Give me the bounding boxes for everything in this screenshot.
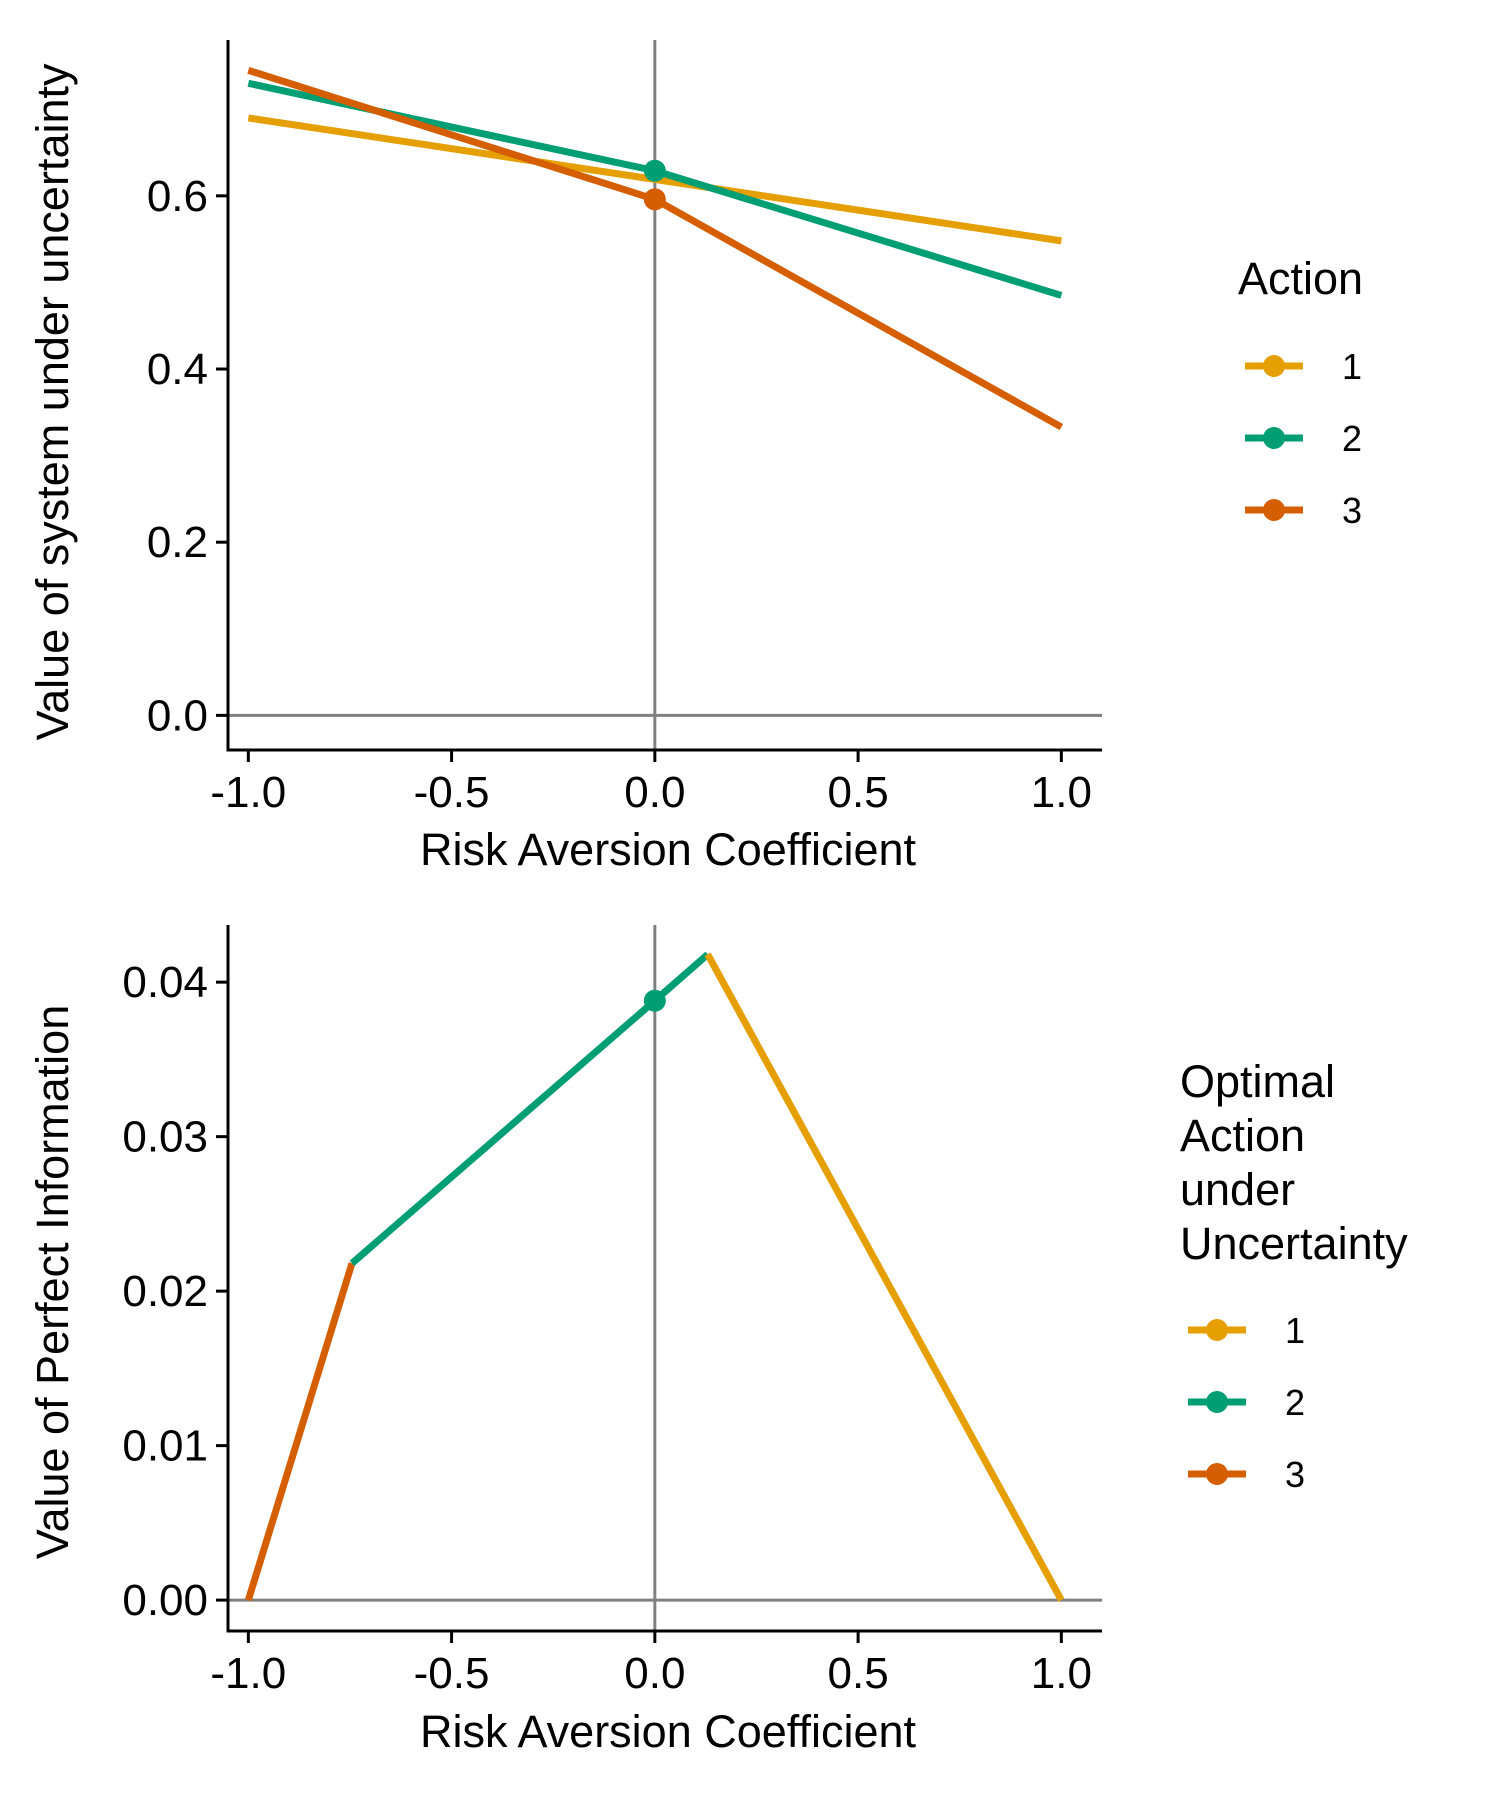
top-series-3-point <box>643 188 666 211</box>
bottom-legend-title-line-3: under <box>1180 1164 1295 1215</box>
bottom-x-ticks: -1.0 -0.5 0.0 0.5 1.0 <box>210 1631 1092 1698</box>
bottom-y-tick-label: 0.04 <box>122 958 208 1007</box>
bottom-legend-swatch-dot <box>1206 1319 1228 1341</box>
bottom-series-2-point <box>643 989 666 1012</box>
bottom-y-tick-label: 0.00 <box>122 1576 208 1625</box>
top-x-tick-label: 0.0 <box>624 768 685 817</box>
top-legend-key-2: 2 <box>1245 418 1362 459</box>
top-y-tick-label: 0.6 <box>147 172 208 221</box>
top-x-tick-label: 1.0 <box>1031 768 1092 817</box>
top-x-tick-label: 0.5 <box>828 768 889 817</box>
bottom-y-tick-label: 0.03 <box>122 1113 208 1162</box>
bottom-legend-keys: 1 2 3 <box>1188 1310 1305 1495</box>
top-reference-lines <box>228 40 1102 750</box>
top-x-tick-label: -1.0 <box>210 768 286 817</box>
top-x-axis-label: Risk Aversion Coefficient <box>420 824 917 875</box>
top-legend-keys: 1 2 3 <box>1245 346 1362 531</box>
bottom-y-axis-label: Value of Perfect Information <box>27 1005 78 1559</box>
top-legend: Action 1 2 3 <box>1238 253 1363 531</box>
bottom-legend-key-1: 1 <box>1188 1310 1305 1351</box>
top-y-tick-label: 0.4 <box>147 345 208 394</box>
bottom-legend-title-line-1: Optimal <box>1180 1056 1335 1107</box>
top-y-axis-label: Value of system under uncertainty <box>27 63 78 741</box>
bottom-axes <box>226 925 1102 1633</box>
bottom-x-tick-label: -1.0 <box>210 1649 286 1698</box>
top-legend-key-3: 3 <box>1245 490 1362 531</box>
bottom-legend-title-line-4: Uncertainty <box>1180 1218 1408 1269</box>
bottom-legend-swatch-dot <box>1206 1463 1228 1485</box>
bottom-legend-title-line-2: Action <box>1180 1110 1305 1161</box>
top-y-tick-label: 0.2 <box>147 518 208 567</box>
top-series <box>247 66 1064 431</box>
top-series-2-point <box>643 159 666 182</box>
bottom-x-tick-label: -0.5 <box>414 1649 490 1698</box>
bottom-legend-key-2: 2 <box>1188 1382 1305 1423</box>
bottom-x-tick-label: 0.0 <box>624 1649 685 1698</box>
top-axes <box>226 40 1102 752</box>
bottom-y-ticks: 0.00 0.01 0.02 0.03 0.04 <box>122 958 228 1625</box>
top-legend-label: 1 <box>1342 346 1362 387</box>
bottom-legend: Optimal Action under Uncertainty 1 2 3 <box>1180 1056 1408 1495</box>
top-legend-key-1: 1 <box>1245 346 1362 387</box>
top-panel: -1.0 -0.5 0.0 0.5 1.0 0.0 0.2 0.4 0.6 Risk Aver… <box>27 40 1363 875</box>
bottom-x-tick-label: 1.0 <box>1031 1649 1092 1698</box>
top-y-tick-label: 0.0 <box>147 691 208 740</box>
bottom-legend-label: 1 <box>1285 1310 1305 1351</box>
bottom-reference-lines <box>228 925 1102 1631</box>
bottom-panel: -1.0 -0.5 0.0 0.5 1.0 0.00 0.01 0.02 0.03 0.04 R… <box>27 925 1408 1757</box>
top-legend-swatch-dot <box>1263 427 1285 449</box>
top-legend-swatch-dot <box>1263 499 1285 521</box>
top-legend-swatch-dot <box>1263 355 1285 377</box>
bottom-legend-swatch-dot <box>1206 1391 1228 1413</box>
top-x-ticks: -1.0 -0.5 0.0 0.5 1.0 <box>210 750 1092 817</box>
top-legend-title: Action <box>1238 253 1363 304</box>
bottom-y-tick-label: 0.02 <box>122 1267 208 1316</box>
bottom-y-tick-label: 0.01 <box>122 1422 208 1471</box>
bottom-x-axis-label: Risk Aversion Coefficient <box>420 1706 917 1757</box>
bottom-series <box>244 951 1065 1602</box>
top-y-ticks: 0.0 0.2 0.4 0.6 <box>147 172 228 740</box>
bottom-series-1-line <box>704 952 1065 1602</box>
bottom-legend-label: 3 <box>1285 1454 1305 1495</box>
top-legend-label: 3 <box>1342 490 1362 531</box>
bottom-legend-label: 2 <box>1285 1382 1305 1423</box>
top-x-tick-label: -0.5 <box>414 768 490 817</box>
top-legend-label: 2 <box>1342 418 1362 459</box>
bottom-legend-key-3: 3 <box>1188 1454 1305 1495</box>
bottom-series-3-line <box>244 1262 356 1602</box>
bottom-x-tick-label: 0.5 <box>828 1649 889 1698</box>
